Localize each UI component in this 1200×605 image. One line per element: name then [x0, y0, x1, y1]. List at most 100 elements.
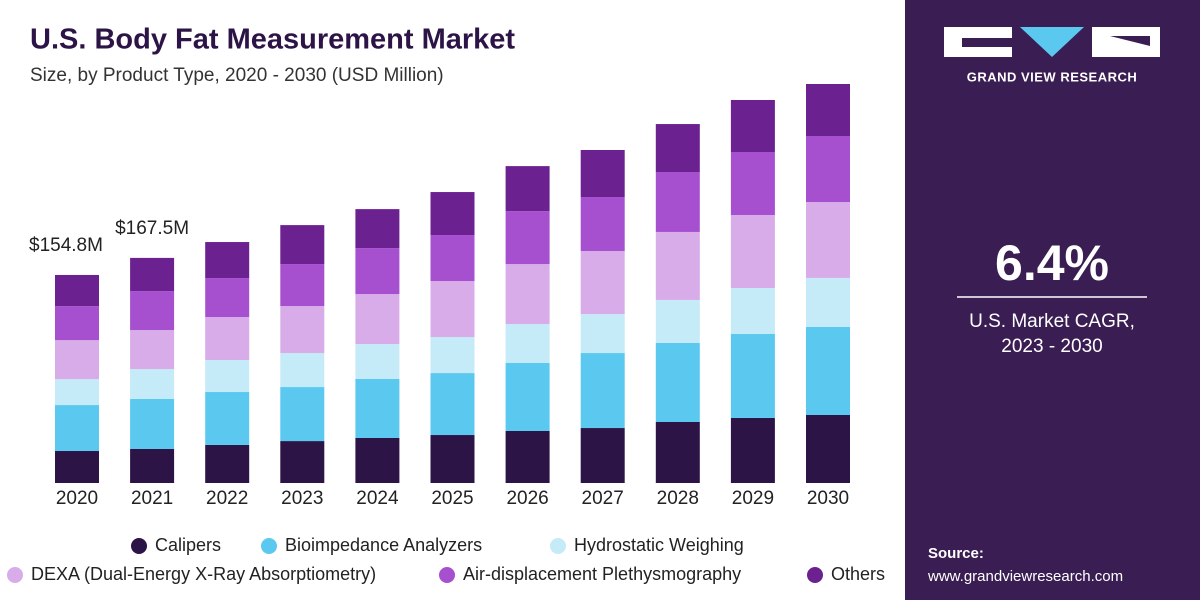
bar-segment: [205, 392, 250, 445]
x-tick-label: 2024: [356, 488, 399, 509]
bar-segment: [355, 294, 400, 345]
sidebar-panel: [905, 0, 1200, 600]
bar-segment: [205, 317, 250, 361]
bar-segment: [655, 231, 700, 300]
legend-label: Air-displacement Plethysmography: [463, 564, 741, 584]
bar-segment: [205, 278, 250, 318]
legend-swatch: [261, 538, 277, 554]
cagr-label: 2023 - 2030: [1001, 336, 1102, 357]
x-tick-label: 2020: [56, 488, 98, 509]
bar-segment: [655, 342, 700, 422]
logo-cut: [1110, 36, 1150, 46]
bar-segment: [355, 437, 400, 483]
bar-segment: [580, 314, 625, 354]
legend-label: Calipers: [155, 535, 221, 555]
bar-segment: [505, 166, 550, 212]
bar-segment: [205, 444, 250, 483]
bar-segment: [580, 353, 625, 429]
bar-segment: [505, 324, 550, 363]
cagr-label: U.S. Market CAGR,: [969, 311, 1135, 332]
bar-segment: [655, 124, 700, 173]
x-tick-label: 2027: [582, 488, 624, 509]
bar-segment: [806, 201, 850, 278]
bar-segment: [130, 291, 175, 331]
legend-swatch: [550, 538, 566, 554]
bar-segment: [55, 306, 99, 341]
bar-segment: [430, 192, 475, 236]
bar-segment: [806, 277, 850, 327]
bar-segment: [280, 264, 325, 307]
x-tick-label: 2021: [131, 488, 173, 509]
legend-swatch: [7, 567, 23, 583]
brand: GRAND VIEW RESEARCH: [967, 69, 1138, 84]
bar-segment: [505, 211, 550, 265]
source-label: Source:: [928, 545, 984, 562]
bar-segment: [130, 448, 175, 483]
x-tick-label: 2026: [506, 488, 548, 509]
bar-segment: [580, 251, 625, 315]
bar-segment: [430, 281, 475, 338]
bar-segment: [355, 248, 400, 295]
cagr-value: 6.4%: [995, 235, 1109, 291]
x-tick-label: 2022: [206, 488, 248, 509]
bar-segment: [730, 152, 775, 216]
logo-triangle: [1020, 27, 1084, 57]
bar-segment: [430, 337, 475, 374]
chart-title: U.S. Body Fat Measurement Market: [30, 24, 515, 56]
legend-swatch: [807, 567, 823, 583]
bar-segment: [505, 264, 550, 325]
legend-label: Bioimpedance Analyzers: [285, 535, 482, 555]
legend-label: Hydrostatic Weighing: [574, 535, 744, 555]
bar-segment: [580, 197, 625, 252]
bar-segment: [355, 344, 400, 379]
bar-segment: [280, 353, 325, 388]
bar-segment: [806, 136, 850, 202]
bar-segment: [505, 430, 550, 483]
bar-segment: [730, 417, 775, 483]
bar-segment: [55, 274, 99, 307]
bar-segment: [580, 149, 625, 198]
bar-segment: [355, 209, 400, 249]
bar-segment: [280, 387, 325, 442]
bar-segment: [55, 451, 99, 483]
bar-segment: [55, 379, 99, 406]
legend-label: Others: [831, 564, 885, 584]
bar-segment: [205, 242, 250, 279]
bar-segment: [806, 414, 850, 483]
x-tick-label: 2025: [431, 488, 473, 509]
bar-segment: [430, 235, 475, 282]
x-tick-label: 2023: [281, 488, 323, 509]
x-tick-label: 2030: [807, 488, 849, 509]
bar-segment: [806, 326, 850, 415]
bar-segment: [280, 225, 325, 265]
source-url: www.grandviewresearch.com: [927, 568, 1123, 585]
bar-segment: [130, 399, 175, 449]
bar-segment: [130, 257, 175, 292]
logo-cut: [962, 38, 1012, 47]
bar-segment: [730, 215, 775, 289]
bar-segment: [730, 333, 775, 418]
bar-segment: [505, 362, 550, 431]
x-tick-label: 2029: [732, 488, 774, 509]
legend-swatch: [131, 538, 147, 554]
bar-segment: [55, 340, 99, 380]
bar-segment: [655, 172, 700, 232]
bar-segment: [580, 428, 625, 483]
bar-segment: [806, 84, 850, 137]
bar-segment: [130, 369, 175, 400]
bar-segment: [730, 288, 775, 334]
bar-segment: [280, 441, 325, 483]
legend-label: DEXA (Dual-Energy X-Ray Absorptiometry): [31, 564, 376, 584]
x-tick-label: 2028: [657, 488, 699, 509]
bar-segment: [430, 435, 475, 483]
bar-segment: [55, 405, 99, 452]
total-label: $154.8M: [29, 235, 103, 256]
total-label: $167.5M: [115, 218, 189, 239]
bar-segment: [205, 360, 250, 393]
bar-segment: [130, 330, 175, 370]
bar-segment: [655, 299, 700, 343]
logo: [944, 27, 1160, 57]
bar-segment: [730, 99, 775, 153]
legend-swatch: [439, 567, 455, 583]
